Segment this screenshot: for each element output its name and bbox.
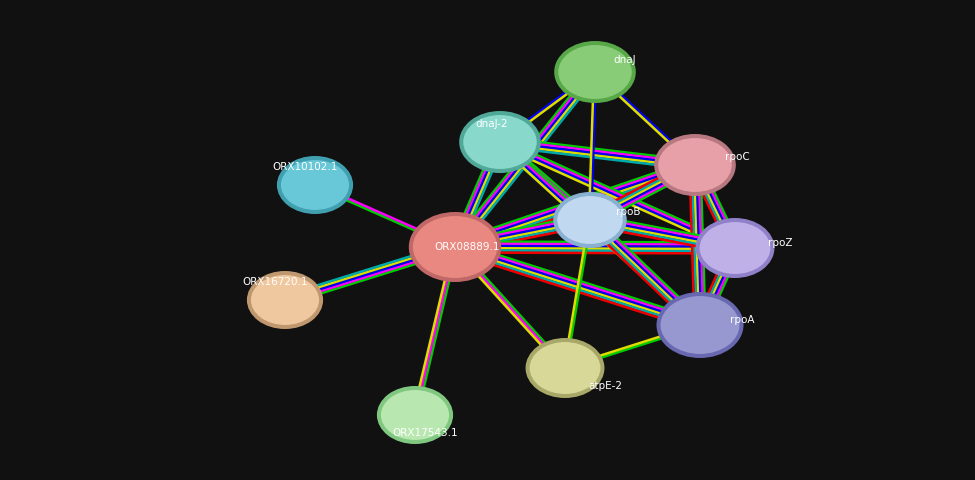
Ellipse shape <box>411 215 498 279</box>
Ellipse shape <box>698 221 771 275</box>
Ellipse shape <box>656 292 744 358</box>
Ellipse shape <box>459 111 541 173</box>
Ellipse shape <box>557 195 624 245</box>
Ellipse shape <box>657 137 733 193</box>
Text: ORX17543.1: ORX17543.1 <box>392 428 458 438</box>
Text: ORX10102.1: ORX10102.1 <box>272 162 337 172</box>
Text: ORX16720.1: ORX16720.1 <box>242 277 308 287</box>
Text: ORX08889.1: ORX08889.1 <box>434 242 500 252</box>
Ellipse shape <box>462 114 538 170</box>
Text: rpoC: rpoC <box>724 152 750 162</box>
Text: dnaJ: dnaJ <box>613 55 637 65</box>
Ellipse shape <box>528 341 602 395</box>
Ellipse shape <box>659 295 740 355</box>
Ellipse shape <box>654 134 736 196</box>
Ellipse shape <box>247 271 323 329</box>
Ellipse shape <box>526 338 604 398</box>
Text: dnaJ-2: dnaJ-2 <box>476 119 508 129</box>
Text: rpoZ: rpoZ <box>767 238 793 248</box>
Text: rpoA: rpoA <box>729 315 755 325</box>
Ellipse shape <box>553 192 627 248</box>
Ellipse shape <box>695 218 774 278</box>
Ellipse shape <box>409 212 501 282</box>
Ellipse shape <box>277 156 353 214</box>
Ellipse shape <box>280 159 350 211</box>
Ellipse shape <box>554 41 636 103</box>
Ellipse shape <box>380 389 450 441</box>
Text: rpoB: rpoB <box>616 207 641 217</box>
Text: atpE-2: atpE-2 <box>588 381 622 391</box>
Ellipse shape <box>250 274 320 326</box>
Ellipse shape <box>377 386 453 444</box>
Ellipse shape <box>557 44 633 100</box>
